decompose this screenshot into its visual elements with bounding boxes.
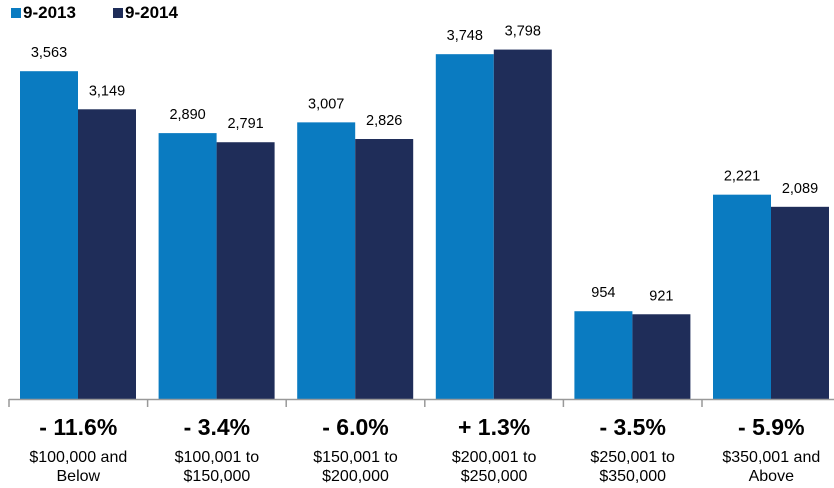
bar-9-2014-5 [771, 206, 829, 399]
legend-label-9-2013: 9-2013 [23, 3, 76, 22]
category-label-5-line-1: Above [749, 468, 794, 485]
category-label-1-line-1: $150,000 [184, 468, 251, 485]
category-label-3-line-0: $200,001 to [452, 449, 537, 466]
change-labels: - 11.6% - 3.4% - 6.0% + 1.3% - 3.5% - 5.9% [39, 414, 804, 440]
category-label-4-line-1: $350,000 [599, 468, 666, 485]
bar-9-2013-1 [158, 133, 217, 399]
bar-9-2013-0 [20, 71, 78, 399]
bar-9-2014-2 [355, 139, 414, 399]
legend-label-9-2014: 9-2014 [125, 3, 178, 22]
value-label-9-2013-4: 954 [591, 285, 615, 301]
change-label-4: - 3.5% [599, 414, 665, 440]
bar-9-2013-2 [297, 122, 356, 400]
bar-9-2014-0 [78, 109, 136, 399]
bars [20, 49, 829, 400]
value-label-9-2013-0: 3,563 [31, 45, 67, 61]
category-label-5-line-0: $350,001 and [722, 449, 820, 466]
value-label-9-2014-3: 3,798 [505, 24, 541, 40]
value-label-9-2013-1: 2,890 [169, 107, 205, 123]
bar-9-2013-5 [713, 194, 771, 399]
category-label-3-line-1: $250,000 [461, 468, 528, 485]
category-label-0-line-0: $100,000 and [29, 449, 127, 466]
value-label-9-2013-5: 2,221 [724, 169, 760, 185]
change-label-2: - 6.0% [322, 414, 388, 440]
value-label-9-2013-3: 3,748 [447, 28, 483, 44]
category-labels: $100,000 and Below $100,001 to $150,000 $150… [29, 449, 820, 485]
bar-9-2014-3 [493, 49, 552, 399]
bar-9-2014-4 [632, 314, 691, 399]
category-label-4-line-0: $250,001 to [590, 449, 675, 466]
category-label-1-line-0: $100,001 to [175, 449, 260, 466]
value-label-9-2014-4: 921 [649, 288, 673, 304]
value-label-9-2014-5: 2,089 [782, 181, 818, 197]
category-label-2-line-1: $200,000 [322, 468, 389, 485]
bar-9-2013-3 [435, 54, 494, 400]
legend-swatch-9-2014 [113, 8, 123, 18]
change-label-1: - 3.4% [184, 414, 250, 440]
value-label-9-2014-2: 2,826 [366, 113, 402, 129]
value-label-9-2013-2: 3,007 [308, 96, 344, 112]
value-labels: 3,563 3,149 2,890 2,791 3,007 2,826 3,748 3,798… [31, 24, 818, 305]
legend-swatch-9-2013 [11, 8, 21, 18]
bar-9-2014-1 [216, 142, 275, 400]
change-label-3: + 1.3% [458, 414, 530, 440]
category-label-2-line-0: $150,001 to [313, 449, 398, 466]
legend: 9-2013 9-2014 [11, 3, 178, 22]
change-label-5: - 5.9% [738, 414, 804, 440]
bar-9-2013-4 [574, 311, 633, 399]
value-label-9-2014-1: 2,791 [227, 116, 263, 132]
change-label-0: - 11.6% [39, 414, 117, 440]
value-label-9-2014-0: 3,149 [89, 83, 125, 99]
category-label-0-line-1: Below [57, 468, 101, 485]
x-axis [8, 398, 834, 407]
